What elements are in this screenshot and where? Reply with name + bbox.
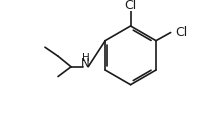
Text: H: H <box>82 53 90 63</box>
Text: N: N <box>81 57 90 70</box>
Text: Cl: Cl <box>176 26 188 39</box>
Text: Cl: Cl <box>125 0 137 12</box>
